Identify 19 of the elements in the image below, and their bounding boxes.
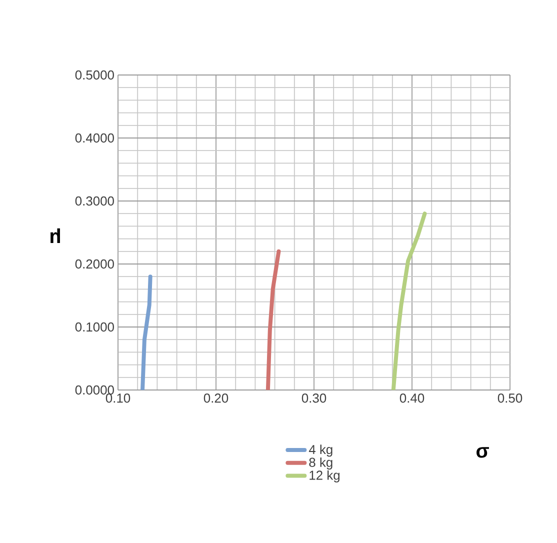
x-tick-label: 0.20 [204,394,228,403]
line-series [266,249,281,390]
x-tick-label: 0.10 [106,394,130,403]
x-axis-title: σ [476,447,489,458]
legend-label: 8 kg [309,457,332,470]
y-tick-label: 0.3000 [75,196,114,206]
line-series [391,212,427,390]
x-tick-label: 0.50 [498,394,522,403]
y-axis-title: μ [50,228,60,243]
x-tick-label: 0.30 [302,394,326,403]
x-tick-label: 0.40 [400,394,424,403]
line-series [140,274,152,390]
y-tick-label: 0.1000 [75,322,114,332]
y-tick-label: 0.2000 [75,259,114,269]
legend-label: 4 kg [308,444,332,457]
y-tick-label: 0.0000 [75,385,114,395]
legend-label: 12 kg [310,470,340,482]
y-tick-label: 0.4000 [75,133,114,143]
y-tick-label: 0.5000 [75,70,114,80]
